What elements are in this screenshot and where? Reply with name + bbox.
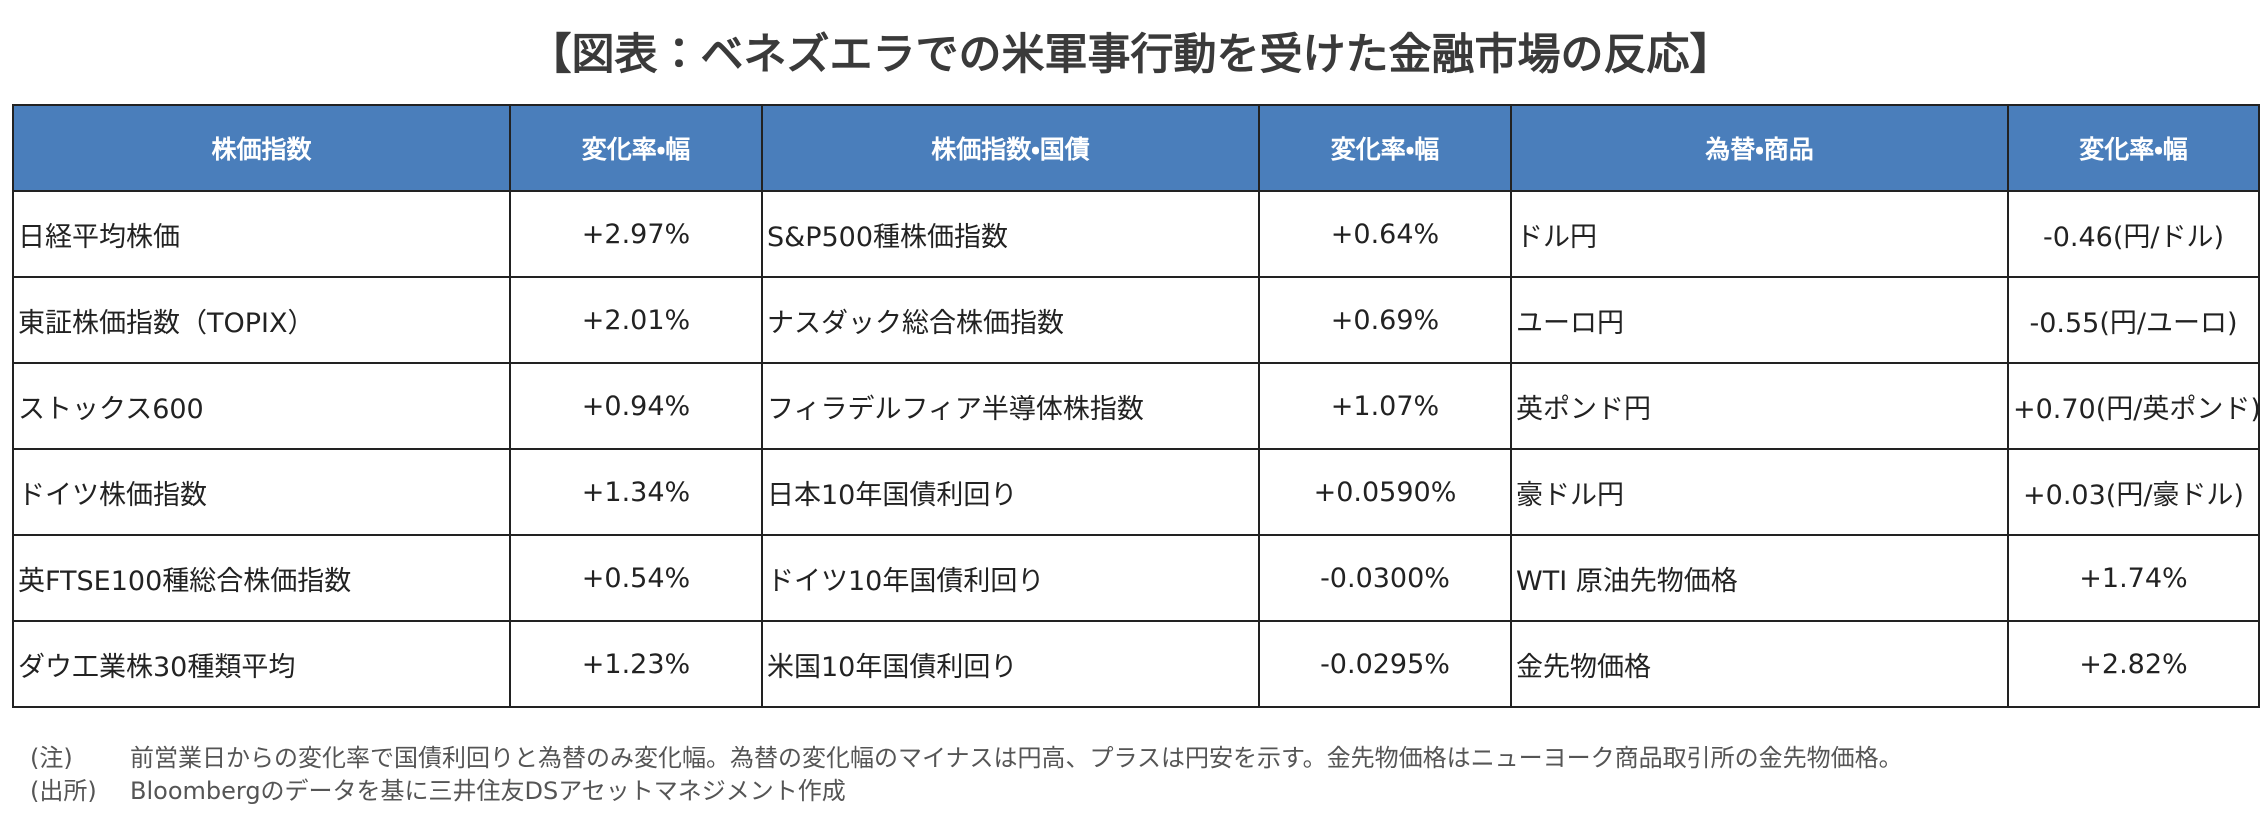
header-cell: 変化率・幅: [1258, 104, 1512, 192]
table-body: 日経平均株価 +2.97% S&P500種株価指数 +0.64% ドル円 -0.46(円/…: [12, 190, 2260, 708]
value-cell: +1.34%: [509, 448, 763, 536]
header-cell: 為替・商品: [1510, 104, 2009, 192]
value-cell: +1.07%: [1258, 362, 1512, 450]
value-cell: +0.70(円/英ポンド): [2007, 362, 2260, 450]
name-cell: ドイツ株価指数: [12, 448, 511, 536]
note-line: (注) 前営業日からの変化率で国債利回りと為替のみ変化幅。為替の変化幅のマイナスは…: [30, 742, 1903, 775]
name-cell: ナスダック総合株価指数: [761, 276, 1260, 364]
note-label: (注): [30, 744, 73, 772]
value-cell: +0.94%: [509, 362, 763, 450]
value-cell: +0.03(円/豪ドル): [2007, 448, 2260, 536]
name-cell: 金先物価格: [1510, 620, 2009, 708]
table-row: 英FTSE100種総合株価指数 +0.54% ドイツ10年国債利回り -0.0300%…: [12, 534, 2260, 622]
name-cell: フィラデルフィア半導体株指数: [761, 362, 1260, 450]
value-cell: +2.01%: [509, 276, 763, 364]
notes: (注) 前営業日からの変化率で国債利回りと為替のみ変化幅。為替の変化幅のマイナスは…: [30, 742, 1903, 808]
note-label: (出所): [30, 777, 97, 805]
name-cell: 日経平均株価: [12, 190, 511, 278]
table-row: 東証株価指数（TOPIX） +2.01% ナスダック総合株価指数 +0.69% ユーロ円…: [12, 276, 2260, 364]
name-cell: ドイツ10年国債利回り: [761, 534, 1260, 622]
header-cell: 変化率・幅: [509, 104, 763, 192]
name-cell: 米国10年国債利回り: [761, 620, 1260, 708]
name-cell: 英FTSE100種総合株価指数: [12, 534, 511, 622]
header-row: 株価指数 変化率・幅 株価指数・国債 変化率・幅 為替・商品 変化率・幅: [12, 104, 2260, 192]
note-line: (出所) Bloombergのデータを基に三井住友DSアセットマネジメント作成: [30, 775, 1903, 808]
header-cell: 株価指数: [12, 104, 511, 192]
value-cell: +0.54%: [509, 534, 763, 622]
table-row: ストックス600 +0.94% フィラデルフィア半導体株指数 +1.07% 英ポンド円 +…: [12, 362, 2260, 450]
name-cell: 日本10年国債利回り: [761, 448, 1260, 536]
name-cell: ユーロ円: [1510, 276, 2009, 364]
value-cell: -0.55(円/ユーロ): [2007, 276, 2260, 364]
table-head: 株価指数 変化率・幅 株価指数・国債 変化率・幅 為替・商品 変化率・幅: [12, 104, 2260, 192]
value-cell: +1.74%: [2007, 534, 2260, 622]
name-cell: 東証株価指数（TOPIX）: [12, 276, 511, 364]
title: 【図表：ベネズエラでの米軍事行動を受けた金融市場の反応】: [528, 30, 1733, 80]
value-cell: +0.64%: [1258, 190, 1512, 278]
name-cell: 豪ドル円: [1510, 448, 2009, 536]
data-table: 株価指数 変化率・幅 株価指数・国債 変化率・幅 為替・商品 変化率・幅 日経平均株価 +2…: [12, 104, 2260, 708]
header-cell: 株価指数・国債: [761, 104, 1260, 192]
value-cell: -0.0300%: [1258, 534, 1512, 622]
note-text: 前営業日からの変化率で国債利回りと為替のみ変化幅。為替の変化幅のマイナスは円高、…: [130, 744, 1903, 772]
note-text: Bloombergのデータを基に三井住友DSアセットマネジメント作成: [130, 777, 846, 805]
value-cell: +2.97%: [509, 190, 763, 278]
header-cell: 変化率・幅: [2007, 104, 2260, 192]
value-cell: +2.82%: [2007, 620, 2260, 708]
name-cell: WTI 原油先物価格: [1510, 534, 2009, 622]
name-cell: ドル円: [1510, 190, 2009, 278]
value-cell: +0.0590%: [1258, 448, 1512, 536]
value-cell: -0.46(円/ドル): [2007, 190, 2260, 278]
value-cell: +1.23%: [509, 620, 763, 708]
value-cell: -0.0295%: [1258, 620, 1512, 708]
name-cell: ダウ工業株30種類平均: [12, 620, 511, 708]
name-cell: ストックス600: [12, 362, 511, 450]
value-cell: +0.69%: [1258, 276, 1512, 364]
name-cell: 英ポンド円: [1510, 362, 2009, 450]
table-row: 日経平均株価 +2.97% S&P500種株価指数 +0.64% ドル円 -0.46(円/…: [12, 190, 2260, 278]
table-row: ドイツ株価指数 +1.34% 日本10年国債利回り +0.0590% 豪ドル円 +0.03…: [12, 448, 2260, 536]
name-cell: S&P500種株価指数: [761, 190, 1260, 278]
table-row: ダウ工業株30種類平均 +1.23% 米国10年国債利回り -0.0295% 金先物価格…: [12, 620, 2260, 708]
